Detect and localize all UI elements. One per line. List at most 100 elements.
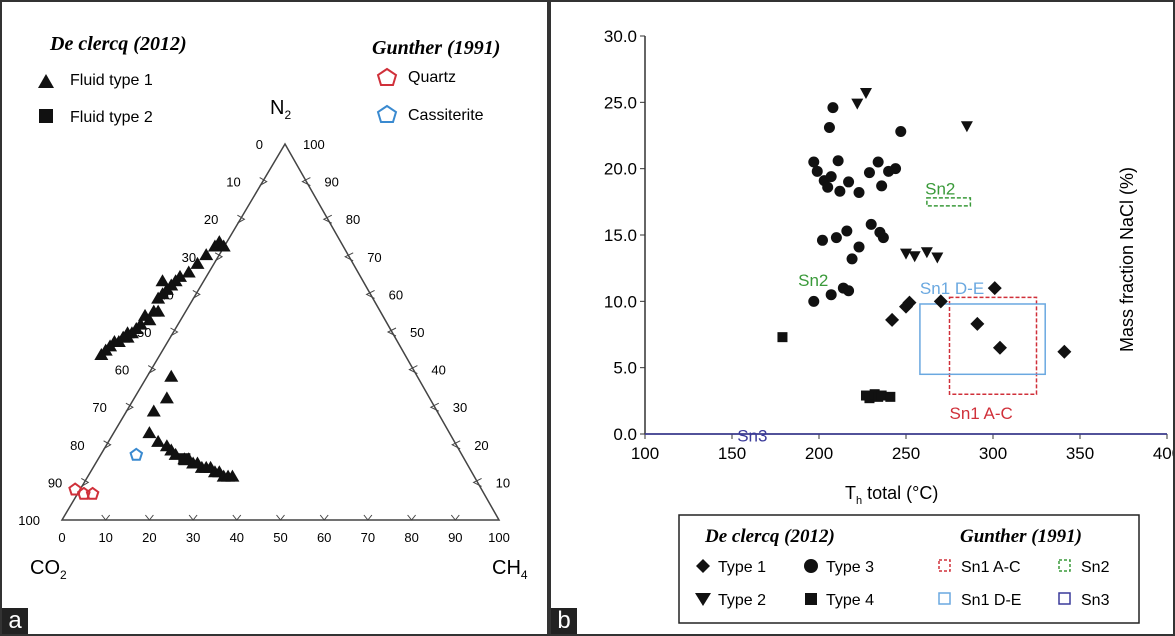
legend-quartz: Quartz <box>408 69 456 86</box>
bottom-edge-tick-label: 100 <box>488 530 510 545</box>
type-3-point <box>808 156 820 168</box>
legend-right-title: Gunther (1991) <box>372 37 500 59</box>
type-3-point <box>883 165 895 177</box>
x-tick-label: 400 <box>1153 444 1173 463</box>
fluid-type-1-point <box>216 239 231 252</box>
type-3-point <box>834 185 846 197</box>
right-edge-tick-label: 30 <box>453 400 467 415</box>
legend-diamond-marker <box>696 559 710 573</box>
bottom-edge-tick-label: 60 <box>317 530 331 545</box>
legend-b-left-title: De clercq (2012) <box>704 526 835 547</box>
type-3-point <box>825 289 837 301</box>
left-edge-tick <box>192 289 201 299</box>
type-3-point <box>841 225 853 237</box>
right-edge-tick-label: 60 <box>389 287 403 302</box>
right-edge-tick <box>344 252 354 262</box>
bottom-edge-tick <box>145 514 154 521</box>
left-edge-tick <box>103 440 112 450</box>
type-3-point <box>895 126 907 138</box>
right-edge-tick <box>365 289 375 299</box>
vertex-label-n2: N2 <box>270 97 291 122</box>
left-edge-tick <box>147 365 157 375</box>
box-labels: Sn2 Sn2 Sn1 D-E Sn1 A-C Sn3 <box>737 180 1013 446</box>
ternary-plot: De clercq (2012) Gunther (1991) Fluid ty… <box>18 33 528 582</box>
right-edge-tick-label: 40 <box>431 363 445 378</box>
right-edge-tick-label: 100 <box>303 137 325 152</box>
type-1-point <box>1057 344 1072 359</box>
type-3-point <box>846 253 858 265</box>
bottom-edge-tick-label: 0 <box>58 530 65 545</box>
fluid-type-1-point <box>181 265 196 278</box>
type-3-point <box>863 167 875 179</box>
legend-fluid-type-1: Fluid type 1 <box>70 72 153 89</box>
fluid-type-2-point <box>178 453 191 466</box>
right-edge-tick <box>301 177 311 187</box>
bottom-edge-tick <box>319 514 329 521</box>
type-3-point <box>865 218 877 230</box>
type-2-point <box>920 247 933 259</box>
type-3-point <box>872 156 884 168</box>
right-edge-tick-label: 10 <box>496 475 510 490</box>
box-sn1-a-c <box>948 296 1038 395</box>
type-3-point <box>822 181 834 193</box>
fluid-type-1-point <box>146 404 161 417</box>
legend-sn1ac-marker <box>938 559 951 572</box>
type-3-point <box>827 102 839 114</box>
legend-cassiterite-marker <box>376 104 398 123</box>
x-axis-label: Th total (°C) <box>845 483 938 507</box>
scatter-panel: 0.0 5.0 10.0 15.0 20.0 25.0 30.0 100 150 200 250 30… <box>549 0 1175 636</box>
legend-type-3: Type 3 <box>826 559 874 576</box>
type-4-point <box>777 332 788 343</box>
right-edge-tick <box>386 327 397 337</box>
type-3-point <box>832 155 844 167</box>
right-edge-tick <box>429 402 440 412</box>
right-edge-tick-label: 50 <box>410 325 424 340</box>
bottom-edge-tick-label: 40 <box>230 530 244 545</box>
x-tick-label: 250 <box>892 444 920 463</box>
y-tick-label: 0.0 <box>613 425 637 444</box>
legend-sn1de: Sn1 D-E <box>961 592 1021 609</box>
legend-sn2-marker <box>1058 559 1071 572</box>
left-edge-tick-label: 30 <box>182 250 196 265</box>
type-2-point <box>900 248 912 260</box>
bottom-edge-tick <box>232 514 242 521</box>
bottom-edge-tick <box>450 514 460 521</box>
left-edge-tick <box>237 214 246 224</box>
legend-down-triangle-marker <box>695 593 711 606</box>
type-1-point <box>885 312 900 327</box>
bottom-edge-tick <box>407 514 416 521</box>
y-tick-label: 10.0 <box>604 292 637 311</box>
legend-left-title: De clercq (2012) <box>49 33 187 55</box>
legend-type-4: Type 4 <box>826 592 874 609</box>
fluid-type-1-point <box>225 469 240 482</box>
right-edge-tick-label: 90 <box>324 175 338 190</box>
left-edge-tick-label: 70 <box>92 400 106 415</box>
left-edge-tick-label: 20 <box>204 212 218 227</box>
left-edge-tick <box>81 477 90 487</box>
legend-quartz-marker <box>376 67 398 86</box>
type-2-point <box>960 121 973 133</box>
x-tick-label: 100 <box>631 444 659 463</box>
type-3-point <box>816 234 828 246</box>
y-tick-label: 25.0 <box>604 93 637 112</box>
x-tick-label: 300 <box>979 444 1007 463</box>
type-1-point <box>933 294 948 309</box>
type-3-point <box>853 187 865 199</box>
bottom-edge-tick-label: 50 <box>273 530 287 545</box>
legend-sn1ac: Sn1 A-C <box>961 559 1021 576</box>
fluid-type-1-point <box>190 256 205 269</box>
fluid-type-1-point <box>94 348 109 361</box>
y-tick-label: 5.0 <box>613 359 637 378</box>
right-edge-tick <box>451 440 461 450</box>
bottom-edge-tick-label: 70 <box>361 530 375 545</box>
vertex-label-ch4: CH4 <box>492 557 528 582</box>
legend-cassiterite: Cassiterite <box>408 107 484 124</box>
legend-triangle-marker <box>38 74 54 88</box>
type-2-point <box>908 251 921 263</box>
right-edge-tick <box>472 477 482 487</box>
legend-square-b-marker <box>805 593 817 605</box>
type-2-point <box>931 252 944 264</box>
type-3-point <box>874 226 886 238</box>
ternary-ticks: 0102030405060708090100100908070605040302… <box>18 137 510 545</box>
cassiterite-point <box>129 447 144 461</box>
